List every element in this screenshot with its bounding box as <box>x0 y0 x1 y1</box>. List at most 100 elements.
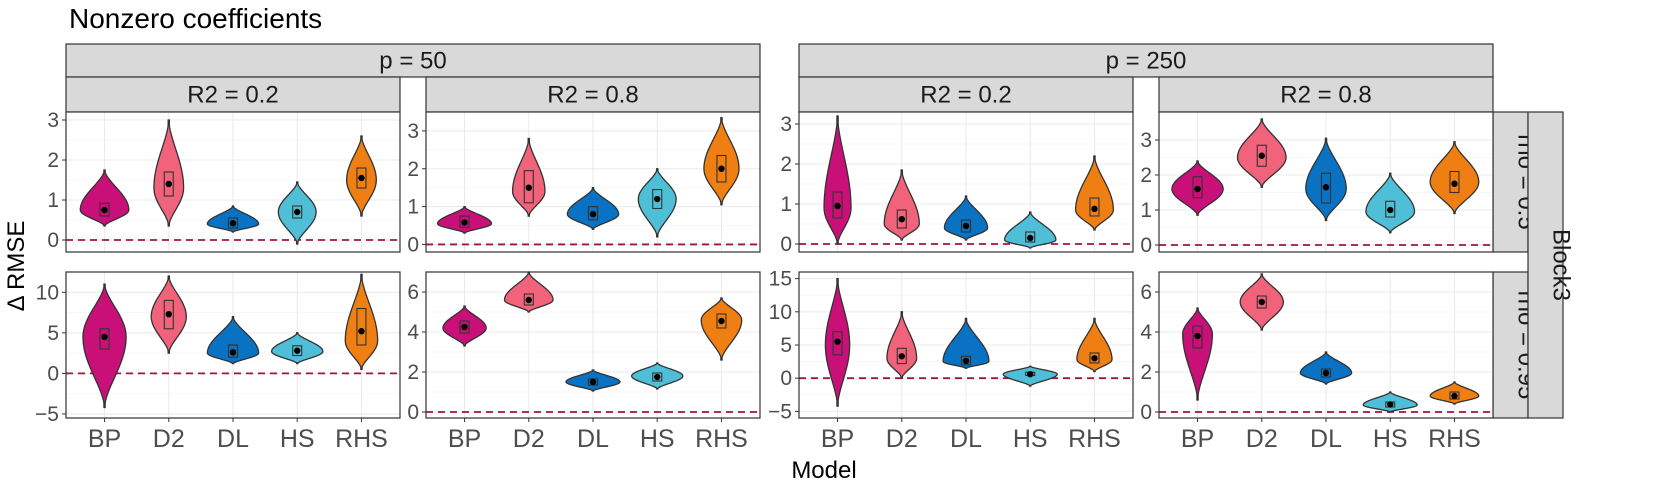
y-tick-label: 4 <box>407 321 419 344</box>
violin-box <box>356 307 367 346</box>
panel-p-250-r2-0-2-rho-0-5: 0 1 2 3 <box>780 111 1134 256</box>
violin-d2 <box>150 275 187 354</box>
violin-shape <box>79 169 130 227</box>
violin-median-point <box>294 347 301 354</box>
y-tick-label: 10 <box>36 281 59 304</box>
violin-dl <box>942 317 990 369</box>
violin-median-point <box>834 202 841 210</box>
panel-p-250-r2-0-8-rho-0-5: 0 1 2 3 <box>1140 111 1494 257</box>
y-tick-label: 6 <box>407 281 419 304</box>
strip-block: Block3 <box>1527 111 1575 419</box>
violin-median-point <box>1194 185 1201 193</box>
chart-title: Nonzero coefficients <box>69 3 322 34</box>
violin-shape <box>1182 307 1214 401</box>
violin-box <box>652 189 663 210</box>
violin-shape <box>566 187 620 230</box>
violin-shape <box>82 283 127 409</box>
violin-hs <box>277 181 317 245</box>
x-tick-label: RHS <box>1428 425 1481 453</box>
violin-d2 <box>1236 118 1287 188</box>
strip-p-50: p = 50 <box>65 43 761 78</box>
violin-shape <box>942 317 990 369</box>
violin-hs <box>1003 211 1057 249</box>
y-tick-label: 0 <box>1140 401 1152 424</box>
violin-median-point <box>589 378 597 386</box>
strip-box <box>425 76 761 113</box>
y-tick-label: 1 <box>407 196 419 219</box>
panel-border <box>1158 111 1494 253</box>
violin-box <box>523 170 534 204</box>
violin-d2 <box>883 169 920 241</box>
violin-median-point <box>358 328 365 335</box>
violin-shape <box>886 311 918 379</box>
strip-p-250-r2-0-8: R2 = 0.8 <box>1158 76 1494 113</box>
violin-rhs <box>344 273 379 370</box>
x-tick-label: D2 <box>886 425 918 453</box>
violin-shape <box>1003 211 1057 249</box>
panel-p-250-r2-0-8-rho-0-95: 0 2 4 6 BP D2 DL HS RHS <box>1140 271 1494 453</box>
y-tick-label: 3 <box>780 113 792 136</box>
y-tick-label: 4 <box>1140 321 1152 344</box>
violin-box <box>1385 200 1396 218</box>
violin-median-point <box>1451 392 1458 400</box>
violin-shape <box>1299 351 1353 385</box>
y-tick-label: 5 <box>780 334 792 357</box>
violin-median-point <box>1258 298 1265 306</box>
y-tick-label: 2 <box>407 361 419 384</box>
x-tick-label: HS <box>280 425 315 453</box>
violin-dl <box>943 195 989 241</box>
violin-box <box>652 372 663 382</box>
y-tick-label: 2 <box>1140 361 1152 384</box>
strip-label: R2 = 0.2 <box>920 82 1011 109</box>
violin-hs <box>637 168 677 238</box>
violin-box <box>523 293 534 306</box>
violin-box <box>1320 172 1332 204</box>
x-tick-label: RHS <box>1068 425 1121 453</box>
violin-bp <box>79 169 130 227</box>
violin-shape <box>883 169 920 241</box>
violin-shape <box>700 297 743 361</box>
facet-panels: p = 50 R2 = 0.2 R2 = 0.8 p = 250 R2 = 0.2 R2 … <box>35 43 1575 453</box>
violin-dl <box>206 205 260 233</box>
violin-bp <box>82 283 127 409</box>
strip-rho-0-5: rho = 0.5 <box>1492 111 1540 253</box>
y-tick-label: 0 <box>47 229 59 252</box>
strip-p-50-r2-0-8: R2 = 0.8 <box>425 76 761 113</box>
x-tick-label: HS <box>640 425 675 453</box>
violin-box <box>99 202 110 217</box>
panel-p-250-r2-0-2-rho-0-95: −5 0 5 10 15 BP D2 DL HS RHS <box>768 268 1134 453</box>
violin-median-point <box>525 184 532 191</box>
violin-shape <box>206 205 260 233</box>
violin-box <box>1320 368 1332 378</box>
violin-median-point <box>101 333 108 341</box>
violin-box <box>459 320 470 334</box>
violin-box <box>163 299 174 330</box>
violin-dl <box>1299 351 1353 385</box>
violin-median-point <box>165 180 172 188</box>
violin-d2 <box>503 271 554 313</box>
violin-bp <box>824 277 851 407</box>
strip-box <box>65 43 761 78</box>
violin-median-point <box>1027 371 1034 378</box>
violin-box <box>587 206 599 221</box>
violin-box <box>896 347 907 365</box>
violin-rhs <box>703 117 740 206</box>
violin-d2 <box>153 119 185 227</box>
violin-box <box>716 154 727 183</box>
x-tick-label: HS <box>1373 425 1408 453</box>
strip-p-250: p = 250 <box>798 43 1494 78</box>
violin-box <box>1089 352 1100 364</box>
violin-box <box>459 215 470 228</box>
violin-median-point <box>1387 206 1394 214</box>
violin-box <box>1089 197 1100 217</box>
violin-box <box>227 344 239 358</box>
y-tick-label: 3 <box>47 109 59 132</box>
violin-dl <box>206 315 260 365</box>
violin-box <box>832 331 843 356</box>
violin-median-point <box>1091 205 1098 212</box>
strip-box <box>798 43 1494 78</box>
violin-box <box>1192 325 1203 349</box>
violin-median-point <box>358 174 365 182</box>
violin-box <box>1192 176 1203 199</box>
